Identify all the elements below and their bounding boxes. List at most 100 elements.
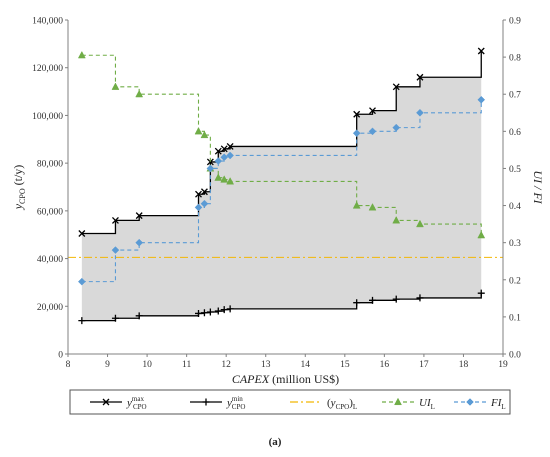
y-right-tick-label: 0.4 — [509, 202, 521, 212]
data-point — [392, 123, 401, 132]
y-left-tick-label: 120,000 — [32, 64, 63, 74]
data-point — [200, 130, 209, 139]
data-point — [111, 82, 120, 90]
legend-box — [69, 389, 511, 415]
data-point — [78, 230, 86, 237]
data-point — [226, 177, 235, 185]
data-point — [200, 199, 209, 208]
axes — [67, 20, 504, 355]
data-point — [226, 142, 234, 150]
legend-swatch-marker — [466, 398, 474, 406]
data-point — [368, 127, 377, 136]
series-4 — [77, 95, 486, 286]
data-point — [226, 305, 234, 313]
data-point — [206, 164, 215, 173]
x-tick-label: 19 — [498, 360, 508, 370]
y-right-tick-label: 0.8 — [509, 54, 521, 64]
x-tick-label: 10 — [142, 360, 152, 370]
data-point — [369, 107, 376, 115]
data-point — [78, 317, 86, 325]
axis-titles: CAPEX (million US$) yCPO (t/y) UI / FI — [11, 165, 545, 386]
x-tick-label: 11 — [182, 360, 191, 370]
legend-swatch-marker — [202, 398, 210, 406]
y-right-tick-label: 0.1 — [509, 313, 521, 323]
data-point — [194, 126, 203, 135]
legend-item-2: (yCPO)L — [290, 397, 357, 411]
data-point — [111, 216, 119, 224]
x-tick-label: 14 — [301, 360, 311, 370]
data-point — [214, 307, 222, 315]
y-right-tick-label: 0.3 — [509, 239, 521, 249]
y-right-tick-label: 0.6 — [509, 128, 521, 138]
data-point — [206, 158, 214, 166]
data-point — [77, 50, 86, 59]
figure-caption: (a) — [268, 436, 282, 448]
y-left-tick-label: 20,000 — [37, 303, 63, 313]
legend-item-0: ymax CPO — [90, 395, 147, 411]
x-tick-label: 12 — [221, 360, 231, 370]
data-point — [368, 203, 377, 211]
data-point — [352, 201, 361, 209]
data-point — [194, 203, 203, 212]
data-point — [135, 238, 144, 247]
data-point — [220, 175, 229, 183]
y-right-tick-label: 0.9 — [509, 17, 521, 27]
tick-labels: 8 9 10 11 12 13 14 15 16 17 18 19 0 20,000 40,000 60,00… — [32, 17, 521, 371]
y-right-tick-label: 0.2 — [509, 276, 521, 286]
data-point — [416, 108, 424, 117]
data-point — [200, 188, 208, 196]
data-point — [416, 219, 424, 228]
data-point — [353, 299, 361, 307]
legend-swatch-marker — [102, 398, 110, 406]
data-point — [477, 230, 486, 239]
y-right-tick-label: 0.7 — [509, 91, 521, 101]
data-point — [352, 129, 361, 138]
shaded-area — [81, 51, 482, 321]
x-tick-label: 13 — [261, 360, 271, 370]
y-left-tick-label: 60,000 — [37, 207, 63, 217]
series-line — [81, 51, 482, 235]
data-point — [220, 145, 228, 153]
data-point — [392, 216, 401, 224]
data-point — [195, 309, 202, 317]
legend-label: UIL — [419, 397, 435, 411]
data-point — [135, 212, 143, 220]
y-right-tick-label: 0.0 — [509, 351, 521, 361]
shaded-range-area — [81, 51, 482, 321]
x-axis-title: CAPEX (million US$) — [232, 372, 339, 386]
data-point — [477, 47, 485, 55]
legend-swatch-marker — [394, 397, 402, 406]
data-point — [392, 83, 400, 91]
data-point — [477, 95, 486, 104]
data-point — [195, 190, 202, 198]
series-0 — [78, 47, 485, 237]
data-point — [477, 289, 485, 297]
x-tick-label: 15 — [340, 360, 350, 370]
data-point — [214, 173, 223, 181]
legend-label: (yCPO)L — [327, 397, 357, 411]
data-point — [392, 295, 400, 303]
x-tick-label: 18 — [459, 360, 469, 370]
y-left-tick-label: 80,000 — [37, 160, 63, 170]
y-left-axis-title: yCPO (t/y) — [11, 165, 27, 211]
y-left-tick-label: 40,000 — [37, 255, 63, 265]
x-tick-label: 17 — [419, 360, 429, 370]
y-left-tick-label: 100,000 — [32, 112, 63, 122]
x-tick-label: 9 — [105, 360, 110, 370]
y-right-tick-label: 0.5 — [509, 165, 521, 175]
data-point — [416, 294, 424, 302]
legend-item-4: FIL — [454, 397, 506, 411]
y-left-tick-label: 0 — [58, 351, 63, 361]
data-point — [77, 277, 86, 286]
data-point — [416, 73, 424, 81]
data-point — [353, 110, 361, 118]
x-tick-label: 8 — [66, 360, 71, 370]
legend-item-1: ymin CPO — [190, 395, 245, 411]
legend-label: ymax CPO — [126, 395, 147, 411]
data-point — [206, 308, 214, 316]
legend-item-3: UIL — [382, 397, 435, 411]
data-point — [135, 89, 144, 98]
data-point — [369, 296, 376, 304]
data-point — [226, 151, 234, 160]
